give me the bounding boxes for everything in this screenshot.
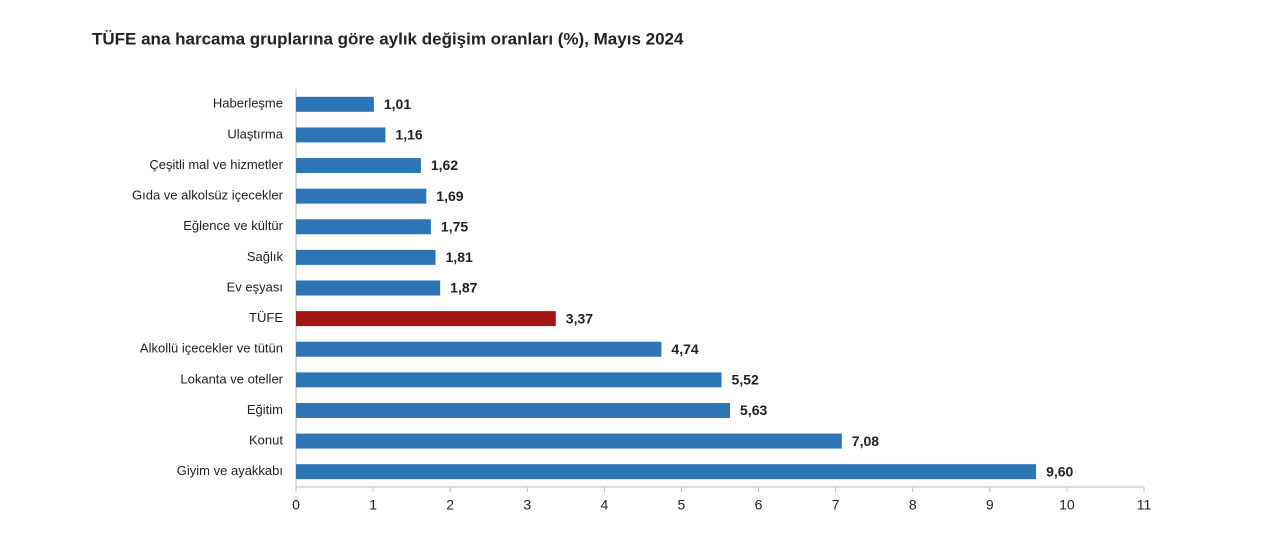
y-tick-label: Eğlence ve kültür (183, 218, 283, 233)
bar (296, 96, 374, 112)
y-tick-label: Konut (249, 433, 283, 448)
y-tick-label: Sağlık (247, 249, 284, 264)
x-tick-label: 2 (446, 497, 454, 513)
y-tick-label: Ulaştırma (227, 126, 283, 141)
bar (296, 311, 556, 327)
y-tick-label: Eğitim (247, 402, 283, 417)
value-label: 1,69 (436, 188, 463, 204)
y-tick-label: Haberleşme (213, 96, 283, 111)
x-tick-label: 5 (678, 497, 686, 513)
value-label: 1,01 (384, 96, 411, 112)
x-tick-label: 4 (600, 497, 608, 513)
value-label: 1,62 (431, 157, 458, 173)
x-tick-label: 8 (909, 497, 917, 513)
bar (296, 158, 421, 174)
bar (296, 433, 842, 449)
value-label: 1,87 (450, 280, 477, 296)
value-label: 1,75 (441, 218, 468, 234)
x-tick-label: 10 (1059, 497, 1075, 513)
x-tick-label: 6 (755, 497, 763, 513)
x-tick-label: 11 (1137, 497, 1152, 513)
y-tick-label: Alkollü içecekler ve tütün (140, 341, 283, 356)
bar (296, 280, 441, 296)
bar (296, 188, 427, 204)
y-tick-label: Ev eşyası (227, 279, 283, 294)
bar (296, 249, 436, 265)
value-label: 5,63 (740, 402, 767, 418)
value-label: 1,81 (446, 249, 473, 265)
x-tick-label: 3 (523, 497, 531, 513)
bar (296, 464, 1037, 480)
x-tick-label: 0 (292, 497, 300, 513)
y-tick-label: Gıda ve alkolsüz içecekler (132, 188, 284, 203)
bar (296, 372, 722, 388)
bar (296, 402, 731, 418)
chart-title: TÜFE ana harcama gruplarına göre aylık d… (92, 29, 684, 48)
y-tick-label: Giyim ve ayakkabı (177, 463, 283, 478)
bar (296, 341, 662, 357)
x-tick-label: 9 (986, 497, 994, 513)
value-label: 7,08 (852, 433, 879, 449)
y-tick-label: Çeşitli mal ve hizmetler (149, 157, 283, 172)
y-tick-label: TÜFE (249, 310, 283, 325)
value-label: 1,16 (395, 127, 422, 143)
x-tick-label: 1 (369, 497, 377, 513)
value-label: 9,60 (1046, 463, 1073, 479)
x-tick-label: 7 (832, 497, 840, 513)
value-label: 3,37 (566, 310, 593, 326)
value-label: 4,74 (671, 341, 698, 357)
value-label: 5,52 (732, 372, 759, 388)
y-tick-label: Lokanta ve oteller (180, 371, 283, 386)
bar (296, 219, 431, 235)
bar (296, 127, 386, 143)
